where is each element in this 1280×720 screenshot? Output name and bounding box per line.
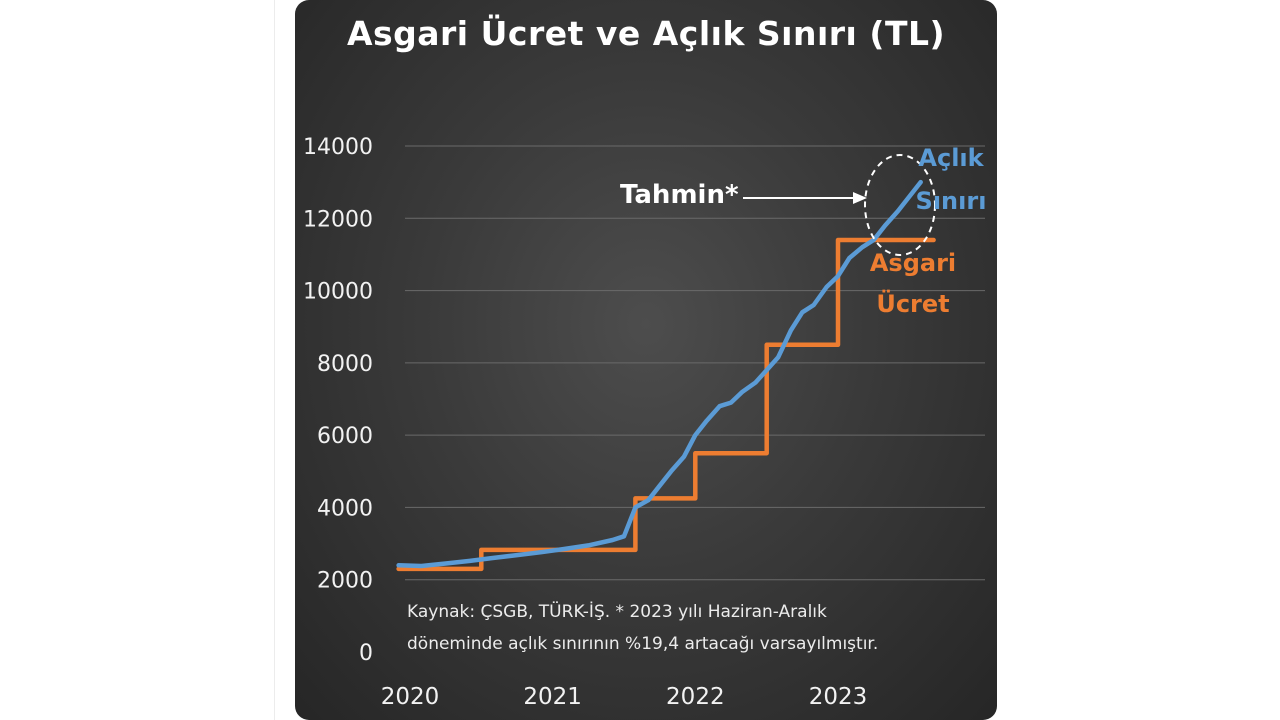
y-tick-12000: 12000 <box>303 207 373 232</box>
forecast-arrow-head <box>853 192 867 204</box>
source-note-line1: Kaynak: ÇSGB, TÜRK-İŞ. * 2023 yılı Hazir… <box>407 600 827 622</box>
series-lines <box>396 179 936 572</box>
chart-card: Asgari Ücret ve Açlık Sınırı (TL) 0 2000 4… <box>295 0 997 720</box>
series-label-aclik-line2: Sınırı <box>916 187 987 215</box>
source-note-line2: döneminde açlık sınırının %19,4 artacağı… <box>407 634 878 654</box>
y-tick-8000: 8000 <box>317 352 373 377</box>
series-label-asgari-line1: Asgari <box>870 249 956 277</box>
series-label-asgari-line2: Ücret <box>876 288 949 318</box>
forecast-label: Tahmin* <box>620 180 739 210</box>
y-tick-4000: 4000 <box>317 496 373 521</box>
x-tick-2022: 2022 <box>666 684 725 710</box>
series-line-asgari-ucret <box>396 237 936 572</box>
x-tick-2023: 2023 <box>809 684 868 710</box>
page-left-edge <box>274 0 275 720</box>
chart-title: Asgari Ücret ve Açlık Sınırı (TL) <box>346 14 946 53</box>
forecast-ellipse <box>864 154 936 256</box>
y-tick-10000: 10000 <box>303 280 373 305</box>
series-line-aclik-siniri <box>396 179 923 569</box>
x-axis-ticks: 2020 2021 2022 2023 <box>381 684 868 710</box>
x-tick-2021: 2021 <box>523 684 582 710</box>
series-label-aclik-line1: Açlık <box>918 144 984 172</box>
y-tick-0: 0 <box>359 641 373 666</box>
y-tick-14000: 14000 <box>303 135 373 160</box>
y-tick-2000: 2000 <box>317 569 373 594</box>
y-axis-ticks: 0 2000 4000 6000 8000 10000 12000 14000 <box>303 135 373 666</box>
y-tick-6000: 6000 <box>317 424 373 449</box>
x-tick-2020: 2020 <box>381 684 440 710</box>
